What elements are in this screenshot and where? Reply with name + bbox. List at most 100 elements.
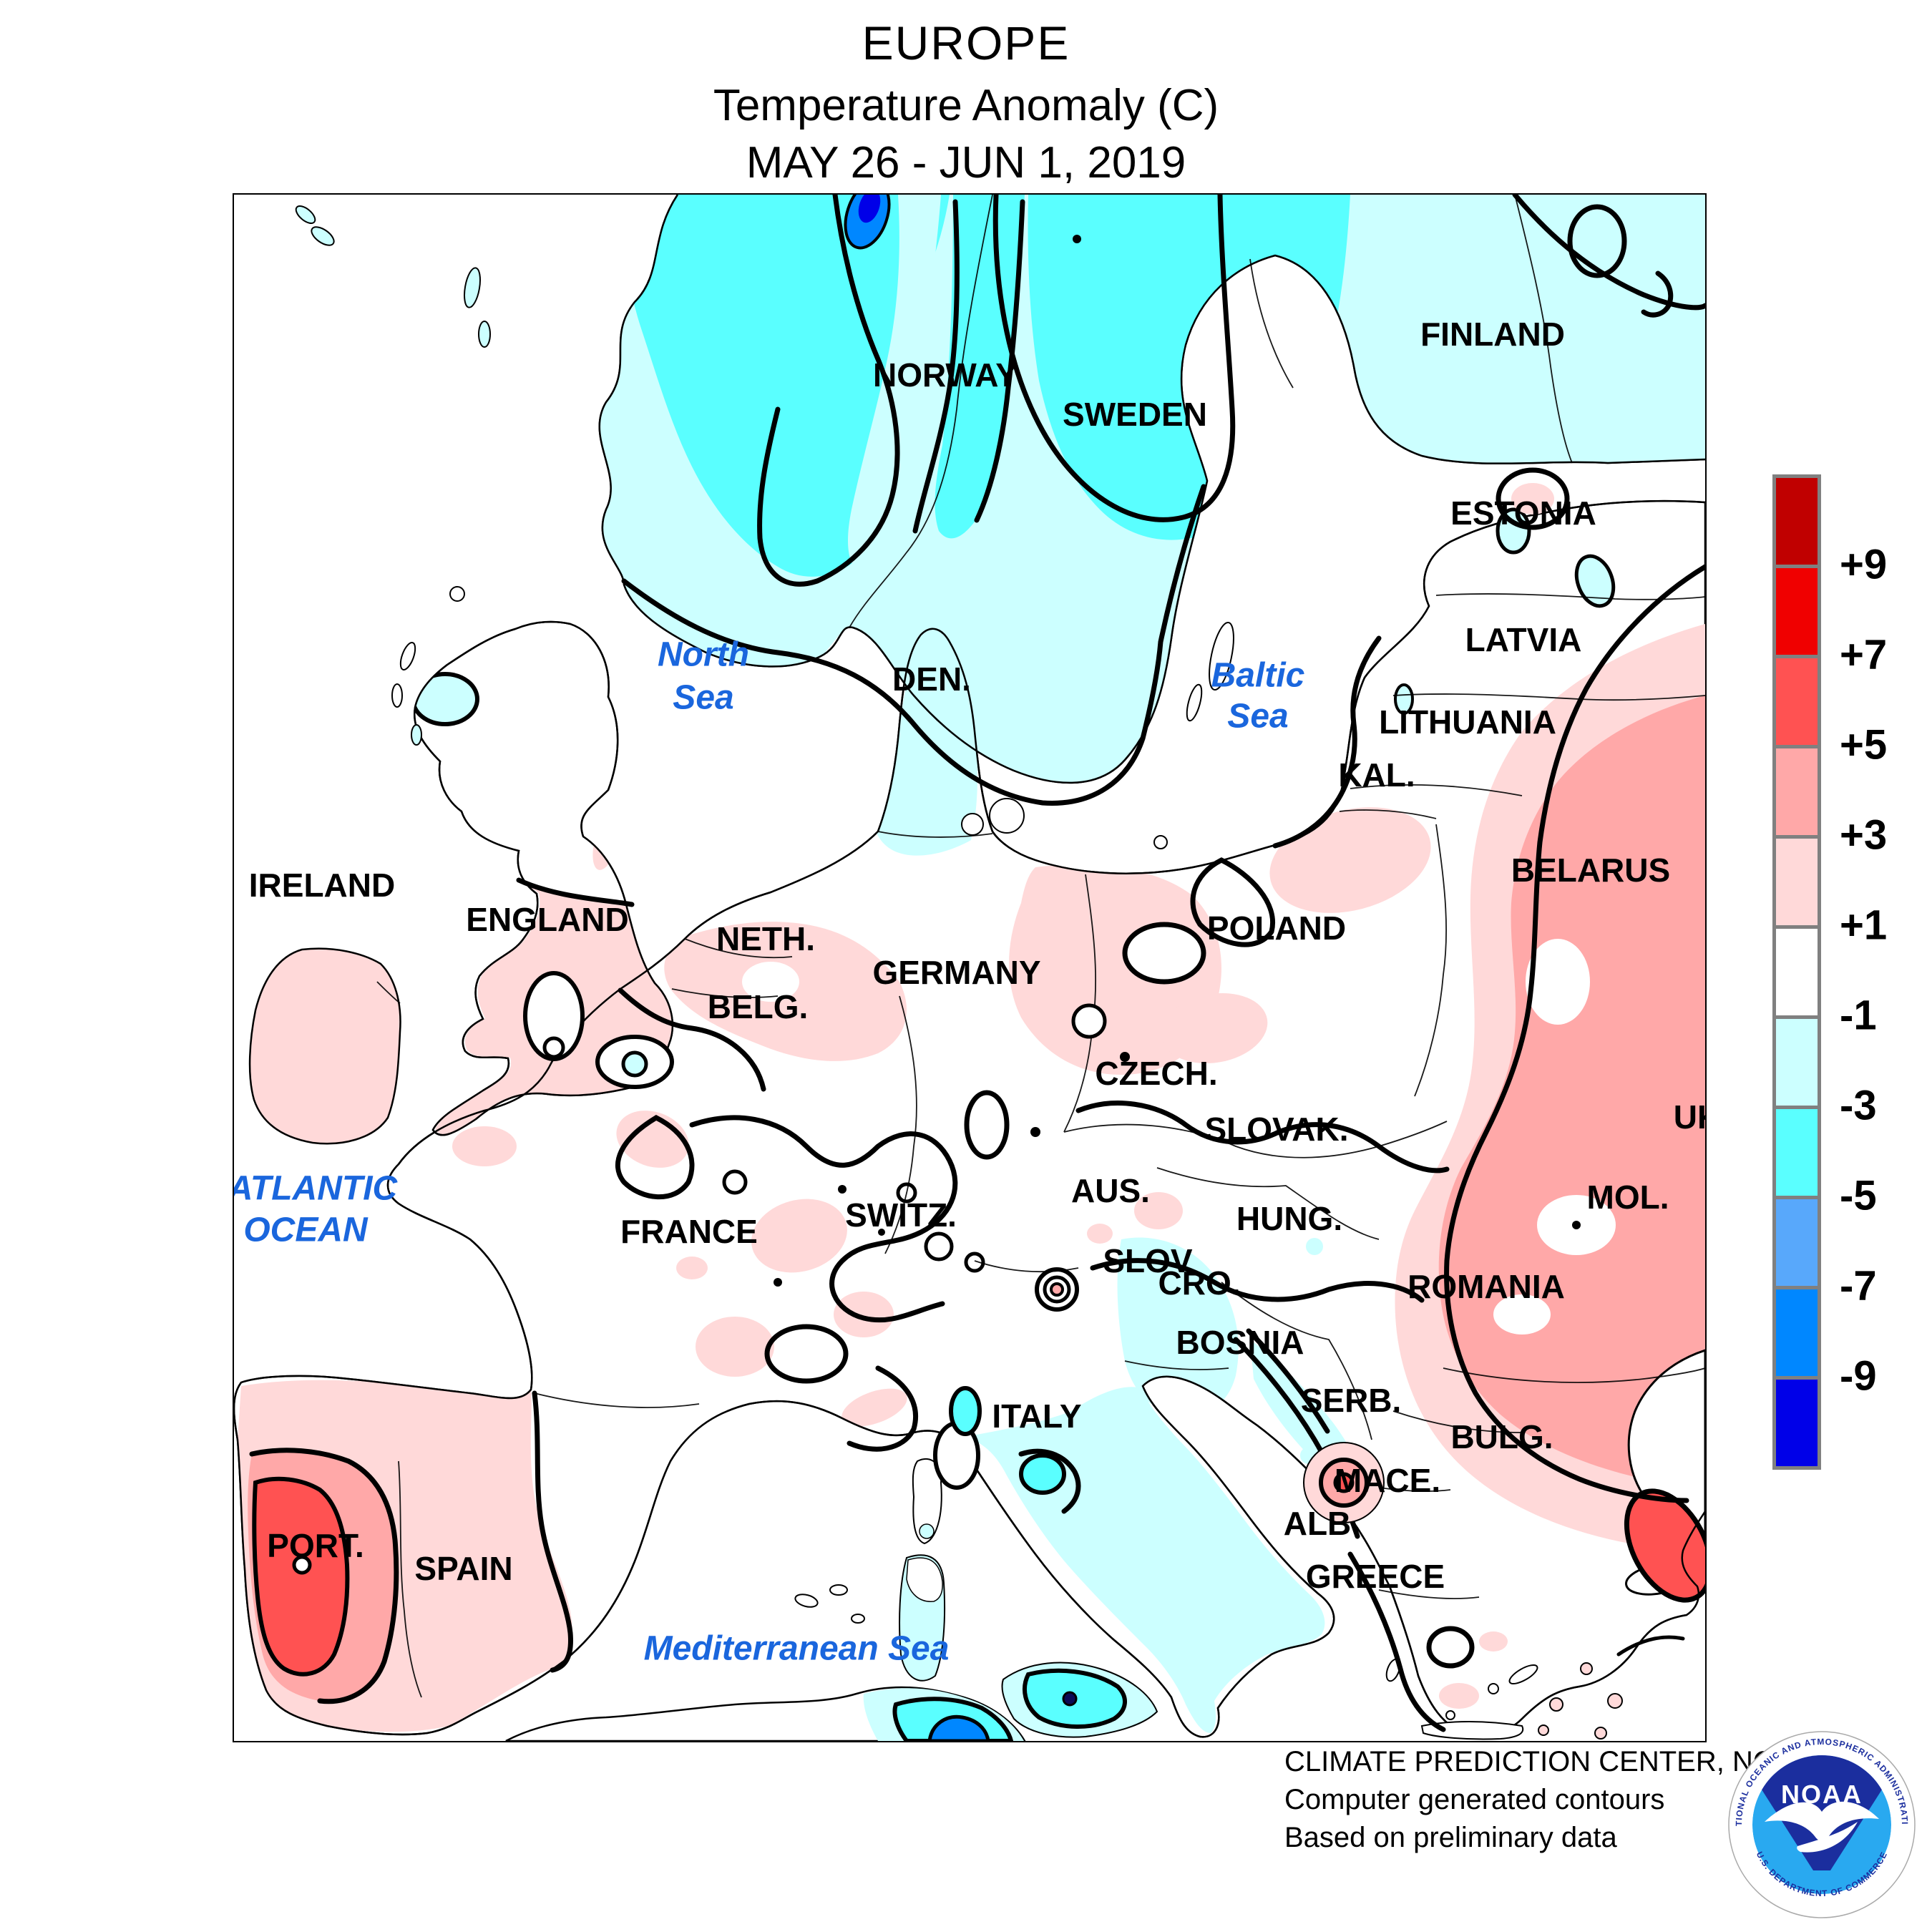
legend-cell [1776, 1015, 1818, 1106]
anomaly-region [1306, 1238, 1323, 1255]
legend-tick: +7 [1840, 631, 1888, 678]
europe-anomaly-map: NORWAY SWEDEN FINLAND ESTONIA LATVIA LIT… [233, 193, 1707, 1742]
anomaly-region [1394, 683, 1414, 715]
country-label-albania: ALB [1283, 1505, 1352, 1542]
anomaly-region [841, 1388, 907, 1427]
country-label-bulgaria: BULG. [1450, 1418, 1553, 1455]
country-label-portugal: PORT. [267, 1527, 364, 1564]
legend-cell [1776, 655, 1818, 745]
country-label-belarus: BELARUS [1511, 852, 1671, 889]
map-date-range: MAY 26 - JUN 1, 2019 [746, 138, 1186, 187]
country-label-hungary: HUNG. [1236, 1200, 1343, 1237]
legend-cell [1776, 1376, 1818, 1466]
island [1594, 1727, 1607, 1740]
country-label-latvia: LATVIA [1465, 621, 1582, 658]
country-label-italy: ITALY [992, 1397, 1082, 1435]
legend-tick: -3 [1840, 1082, 1877, 1129]
island [1445, 1710, 1455, 1720]
country-label-poland: POLAND [1206, 909, 1347, 947]
island [1538, 1724, 1549, 1736]
legend-tick: +3 [1840, 811, 1888, 859]
legend-cell [1776, 1106, 1818, 1196]
color-scale-legend [1772, 474, 1821, 1470]
legend-tick: +1 [1840, 902, 1888, 949]
country-label-ireland: IRELAND [248, 867, 396, 904]
country-label-netherlands: NETH. [716, 920, 815, 957]
country-label-moldova: MOL. [1586, 1179, 1669, 1216]
anomaly-region [848, 195, 941, 575]
anomaly-region-east-salmon [1438, 696, 1705, 1486]
attribution-line-2: Computer generated contours [1284, 1784, 1665, 1815]
anomaly-region-portugal-red [252, 1476, 350, 1677]
anomaly-region [1269, 807, 1431, 913]
island [391, 683, 403, 708]
legend-tick: -1 [1840, 992, 1877, 1039]
map-subtitle: Temperature Anomaly (C) [713, 81, 1219, 130]
sea-label-north-sea-2: Sea [673, 678, 734, 717]
island [478, 321, 491, 348]
legend-cell [1776, 925, 1818, 1015]
legend-cell [1776, 835, 1818, 925]
country-label-spain: SPAIN [414, 1550, 513, 1587]
legend-tick: +5 [1840, 721, 1888, 769]
anomaly-region [414, 672, 479, 726]
sea-label-atlantic-1: ATLANTIC [233, 1169, 398, 1208]
country-label-denmark: DEN. [892, 660, 971, 698]
country-label-germany: GERMANY [872, 954, 1041, 991]
island [449, 586, 465, 602]
island [311, 226, 335, 246]
country-label-croatia: CRO. [1158, 1264, 1241, 1302]
anomaly-region [1087, 1224, 1113, 1244]
logo-acronym: NOAA [1781, 1780, 1863, 1809]
contour-dots [774, 235, 1581, 1287]
map-canvas [234, 195, 1705, 1741]
coastline-layer [234, 195, 1705, 1738]
legend-cell [1776, 1196, 1818, 1286]
country-label-switzerland: SWITZ. [845, 1196, 957, 1234]
anomaly-region [1574, 554, 1616, 608]
legend-tick: -9 [1840, 1352, 1877, 1400]
anomaly-region [1479, 1631, 1508, 1652]
island [961, 813, 984, 836]
country-label-france: FRANCE [620, 1213, 758, 1250]
country-label-macedonia: MACE. [1334, 1462, 1441, 1499]
island [851, 1614, 865, 1624]
noaa-logo: NOAA NATIONAL OCEANIC AND ATMOSPHERIC AD… [1728, 1731, 1916, 1918]
country-label-slovakia: SLOVAK. [1204, 1111, 1349, 1148]
anomaly-region [1400, 244, 1501, 331]
island-gotland [1209, 621, 1234, 691]
anomaly-region [1134, 1192, 1183, 1229]
island [1186, 683, 1203, 722]
legend-tick: +9 [1840, 541, 1888, 588]
country-label-norway: NORWAY [873, 356, 1018, 394]
anomaly-region [696, 1317, 774, 1377]
country-label-england: ENGLAND [466, 901, 629, 938]
island [989, 798, 1025, 834]
anomaly-region-slovenia-cyan [1117, 1237, 1239, 1415]
island [829, 1584, 848, 1596]
country-label-ukraine-truncated: UK [1673, 1098, 1705, 1136]
anomaly-region [751, 1199, 847, 1273]
sea-label-baltic-sea-2: Sea [1227, 697, 1289, 736]
island [399, 642, 416, 670]
logo-emblem [1752, 1755, 1891, 1894]
anomaly-region [1062, 1691, 1078, 1707]
country-label-finland: FINLAND [1420, 316, 1565, 353]
anomaly-region [919, 1523, 935, 1539]
legend-tick: -7 [1840, 1262, 1877, 1309]
country-label-belgium: BELG. [707, 988, 809, 1025]
legend-cell [1776, 745, 1818, 835]
island [1607, 1693, 1623, 1709]
country-label-lithuania: LITHUANIA [1379, 703, 1556, 741]
anomaly-region [1161, 992, 1268, 1064]
anomaly-region [1496, 507, 1531, 555]
island [794, 1594, 819, 1608]
island [1488, 1683, 1499, 1694]
country-label-bosnia: BOSNIA [1176, 1324, 1304, 1361]
attribution-line-1: CLIMATE PREDICTION CENTER, NOAA [1284, 1746, 1814, 1777]
country-label-romania: ROMANIA [1407, 1268, 1565, 1305]
contour-layer [249, 195, 1705, 1732]
country-borders-layer [376, 195, 1705, 1698]
anomaly-region [1511, 483, 1554, 514]
